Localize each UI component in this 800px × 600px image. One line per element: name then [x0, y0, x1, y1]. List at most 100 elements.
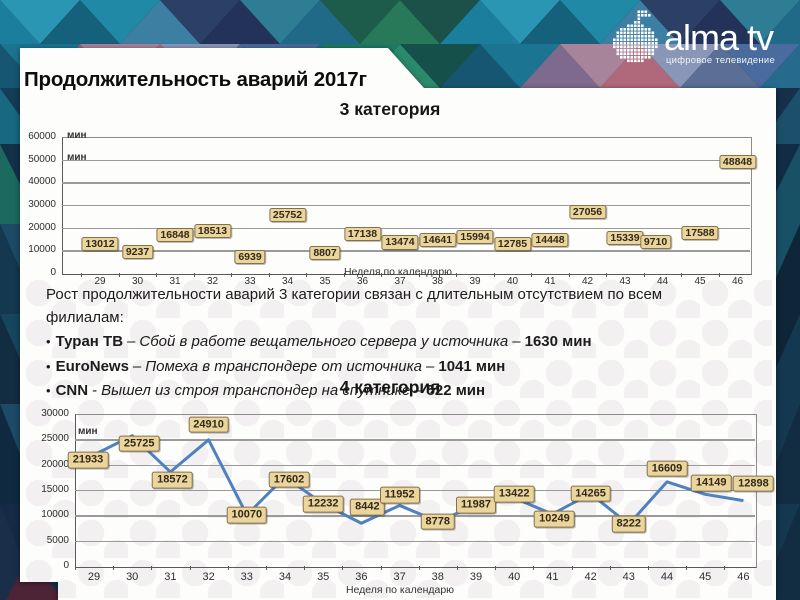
- x-tick-label: 35: [319, 276, 331, 287]
- apple-dot: [630, 35, 634, 38]
- apple-dot: [634, 49, 637, 52]
- data-label: 8807: [309, 246, 341, 261]
- apple-dot: [637, 17, 641, 21]
- mosaic-triangle: [480, 0, 560, 44]
- x-tick-mark: [531, 273, 533, 277]
- x-tick-mark: [265, 566, 267, 570]
- apple-dot: [634, 31, 637, 35]
- apple-dot: [630, 31, 634, 35]
- chart-title: 4 категория: [339, 377, 441, 397]
- apple-dot: [644, 35, 648, 38]
- mosaic-triangle: [440, 0, 520, 44]
- mosaic-triangle: [480, 44, 560, 88]
- data-label: 14448: [531, 233, 569, 248]
- data-label: 6939: [234, 250, 266, 265]
- almatv-logo: alma tv цифровое телевидение: [613, 10, 775, 65]
- x-tick-label: 42: [584, 571, 597, 583]
- apple-dot: [623, 49, 627, 52]
- data-label: 11952: [379, 487, 420, 504]
- x-tick-label: 35: [317, 571, 330, 583]
- apple-dot: [627, 38, 630, 42]
- x-tick-mark: [227, 566, 229, 570]
- apple-dot: [637, 42, 641, 45]
- x-tick-mark: [643, 273, 645, 277]
- incident-duration: 1630 мин: [524, 333, 592, 350]
- x-tick-mark: [571, 566, 573, 570]
- apple-dot: [637, 14, 641, 17]
- x-tick-label: 37: [393, 571, 406, 583]
- apple-dot: [634, 52, 637, 56]
- apple-dot: [623, 45, 627, 49]
- data-label: 8442: [350, 498, 385, 516]
- apple-dot: [644, 49, 648, 52]
- apple-dot: [620, 28, 623, 31]
- mosaic-triangle: [280, 0, 360, 44]
- data-label: 13422: [493, 485, 535, 503]
- x-tick-label: 29: [87, 571, 101, 583]
- grid-line: [75, 464, 755, 466]
- apple-dot: [630, 38, 634, 42]
- apple-dot: [630, 59, 634, 63]
- apple-dot: [623, 52, 627, 56]
- y-tick-label: 0: [63, 560, 69, 571]
- mosaic-triangle: [720, 44, 800, 88]
- mosaic-triangle: [560, 0, 640, 44]
- apple-dot: [627, 49, 630, 52]
- x-tick-mark: [493, 273, 495, 277]
- data-label: 13012: [81, 236, 119, 251]
- data-label: 12232: [302, 495, 344, 513]
- x-tick-mark: [268, 273, 270, 277]
- apple-dot: [620, 42, 623, 45]
- apple-dot: [637, 24, 641, 28]
- bullet-icon: •: [46, 358, 51, 374]
- x-tick-mark: [193, 273, 195, 277]
- apple-dot: [641, 28, 644, 31]
- apple-dot: [651, 42, 655, 45]
- x-tick-mark: [81, 273, 83, 277]
- channel-name: CNN: [55, 382, 89, 399]
- dash: –: [127, 333, 136, 350]
- x-tick-label: 30: [126, 571, 139, 583]
- x-tick-label: 33: [244, 276, 256, 287]
- x-tick-mark: [343, 273, 345, 277]
- x-tick-mark: [533, 566, 535, 570]
- incident-description: Сбой в работе вещательного сервера у ист…: [139, 333, 509, 350]
- apple-dot: [613, 42, 616, 45]
- apple-dot: [655, 45, 658, 49]
- mosaic-triangle: [240, 0, 320, 44]
- apple-dot: [648, 56, 651, 59]
- mosaic-triangle: [640, 0, 720, 44]
- x-tick-label: 32: [202, 571, 215, 583]
- mosaic-triangle: [120, 0, 200, 44]
- y-tick-label: 10000: [28, 244, 56, 256]
- x-tick-label: 40: [508, 571, 521, 583]
- apple-dot: [620, 56, 623, 59]
- apple-dot: [655, 38, 658, 42]
- x-tick-label: 46: [737, 571, 750, 583]
- incident-description: Вышел из строя транспондер на спутнике: [101, 382, 411, 399]
- x-tick-label: 36: [356, 276, 369, 287]
- x-tick-label: 43: [622, 571, 635, 583]
- data-label: 48848: [718, 155, 757, 170]
- x-tick-mark: [189, 566, 191, 570]
- data-label: 9237: [121, 245, 154, 260]
- x-tick-label: 32: [206, 276, 219, 287]
- mosaic-triangle: [200, 0, 280, 44]
- bullet-icon: •: [46, 334, 51, 349]
- x-tick-mark: [686, 566, 688, 570]
- x-tick-label: 33: [240, 571, 253, 583]
- y-tick-label: 25000: [41, 433, 69, 445]
- data-label: 11987: [456, 496, 496, 514]
- x-tick-label: 41: [544, 276, 556, 287]
- mosaic-triangle: [680, 0, 760, 44]
- apple-dot: [648, 49, 651, 52]
- data-label: 17138: [343, 227, 382, 242]
- apple-dot: [616, 31, 620, 35]
- x-tick-label: 40: [506, 276, 519, 287]
- x-tick-label: 31: [164, 571, 177, 583]
- apple-dot: [648, 38, 651, 42]
- apple-dot: [644, 14, 648, 17]
- data-label: 10249: [534, 510, 575, 528]
- apple-dot: [616, 52, 620, 56]
- mosaic-triangle: [0, 0, 80, 44]
